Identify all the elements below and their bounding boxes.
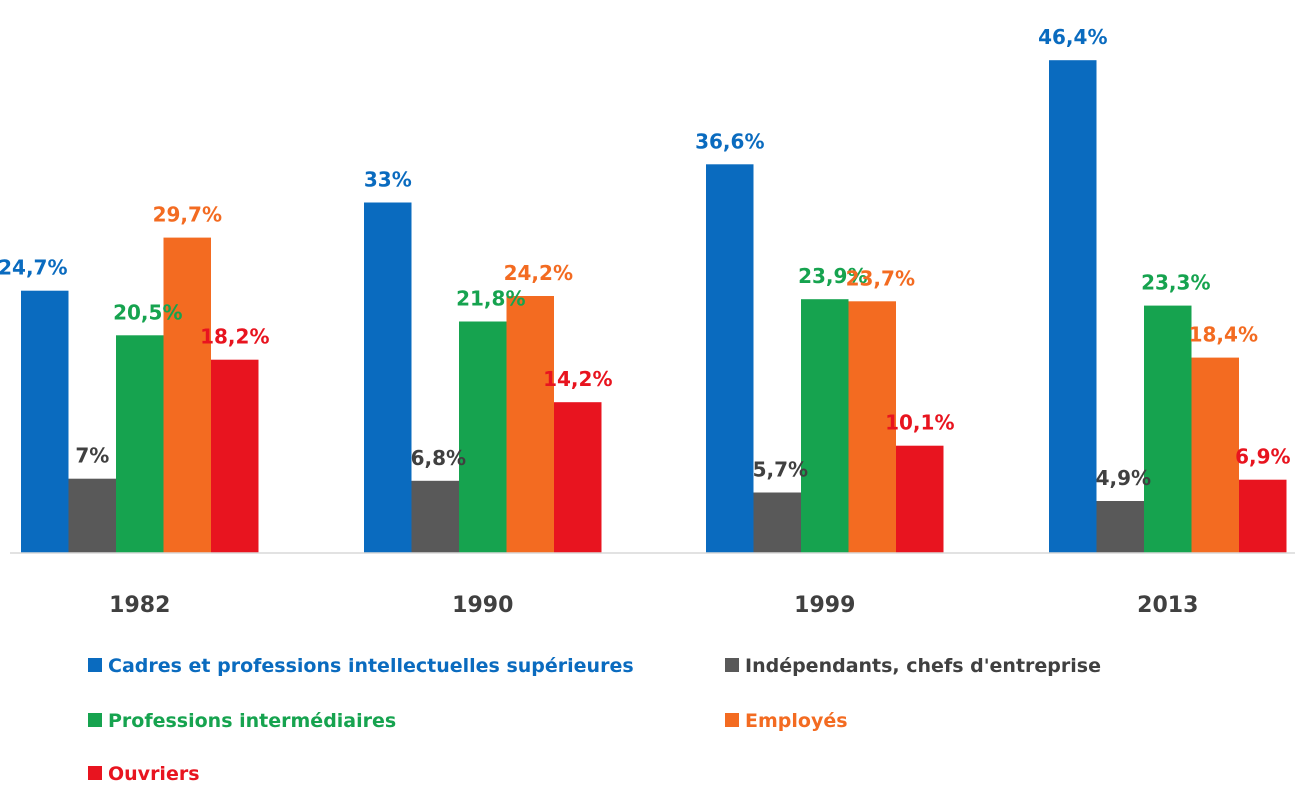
- data-label-1990-series-3: 24,2%: [504, 261, 573, 285]
- data-label-1990-series-2: 21,8%: [456, 287, 525, 311]
- bar-1982-series-3: [163, 237, 211, 553]
- data-label-2013-series-0: 46,4%: [1038, 25, 1107, 49]
- x-tick-labels: 1982 1990 1999 2013: [109, 593, 1198, 618]
- data-label-1982-series-1: 7%: [75, 444, 109, 468]
- bar-1990-series-1: [411, 480, 459, 553]
- data-label-1982-series-2: 20,5%: [113, 300, 182, 324]
- data-label-1999-series-0: 36,6%: [695, 129, 764, 153]
- bar-1999-series-4: [896, 445, 944, 553]
- legend-swatch-4: [88, 766, 102, 780]
- x-tick-label-1999: 1999: [794, 593, 855, 618]
- bar-1999-series-3: [848, 301, 896, 553]
- data-label-2013-series-3: 18,4%: [1189, 323, 1258, 347]
- legend-item-2: Professions intermédiaires: [88, 710, 396, 732]
- data-label-1982-series-0: 24,7%: [0, 256, 67, 280]
- data-label-1990-series-0: 33%: [364, 168, 412, 192]
- bar-2013-series-4: [1239, 479, 1287, 553]
- bar-1990-series-3: [506, 296, 554, 553]
- bar-1990-series-4: [554, 402, 602, 553]
- bar-1982-series-4: [211, 359, 259, 553]
- legend-label-1: Indépendants, chefs d'entreprise: [745, 655, 1101, 677]
- data-label-1999-series-3: 23,7%: [846, 266, 915, 290]
- bar-2013-series-3: [1191, 357, 1239, 553]
- data-label-1999-series-1: 5,7%: [753, 458, 808, 482]
- bar-2013-series-0: [1049, 60, 1097, 553]
- data-label-1982-series-3: 29,7%: [153, 203, 222, 227]
- bar-1982-series-1: [68, 478, 116, 553]
- legend-label-4: Ouvriers: [108, 763, 200, 785]
- data-label-1990-series-1: 6,8%: [411, 446, 466, 470]
- legend-swatch-1: [725, 658, 739, 672]
- bar-1999-series-2: [801, 299, 849, 553]
- data-labels-layer: 24,7% 7% 20,5% 29,7% 18,2% 33% 6,8% 21,8%24,2% 1…: [0, 25, 1291, 490]
- bar-2013-series-2: [1144, 305, 1192, 553]
- data-label-2013-series-4: 6,9%: [1235, 445, 1290, 469]
- x-tick-label-1982: 1982: [109, 593, 170, 618]
- legend-swatch-3: [725, 713, 739, 727]
- data-label-1982-series-4: 18,2%: [200, 325, 269, 349]
- bar-1982-series-2: [116, 335, 164, 553]
- bar-1990-series-2: [459, 321, 507, 553]
- legend-item-0: Cadres et professions intellectuelles su…: [88, 655, 634, 677]
- data-label-1990-series-4: 14,2%: [543, 367, 612, 391]
- data-label-2013-series-2: 23,3%: [1141, 271, 1210, 295]
- bar-1999-series-1: [753, 492, 801, 553]
- legend-swatch-2: [88, 713, 102, 727]
- bar-2013-series-1: [1096, 501, 1144, 553]
- bar-1990-series-0: [364, 202, 412, 553]
- legend-item-4: Ouvriers: [88, 763, 200, 785]
- bars-layer: [21, 60, 1287, 554]
- data-label-1999-series-4: 10,1%: [885, 411, 954, 435]
- data-label-2013-series-1: 4,9%: [1096, 466, 1151, 490]
- bar-1999-series-0: [706, 164, 754, 554]
- legend-item-1: Indépendants, chefs d'entreprise: [725, 655, 1101, 677]
- legend-label-3: Employés: [745, 710, 848, 732]
- legend-swatch-0: [88, 658, 102, 672]
- legend-item-3: Employés: [725, 710, 848, 732]
- x-tick-label-2013: 2013: [1137, 593, 1198, 618]
- legend: Cadres et professions intellectuelles su…: [88, 655, 1101, 785]
- x-tick-label-1990: 1990: [452, 593, 513, 618]
- bar-1982-series-0: [21, 290, 69, 553]
- legend-label-2: Professions intermédiaires: [108, 710, 396, 732]
- legend-label-0: Cadres et professions intellectuelles su…: [108, 655, 634, 677]
- data-label-1999-series-2: 23,9%: [798, 264, 867, 288]
